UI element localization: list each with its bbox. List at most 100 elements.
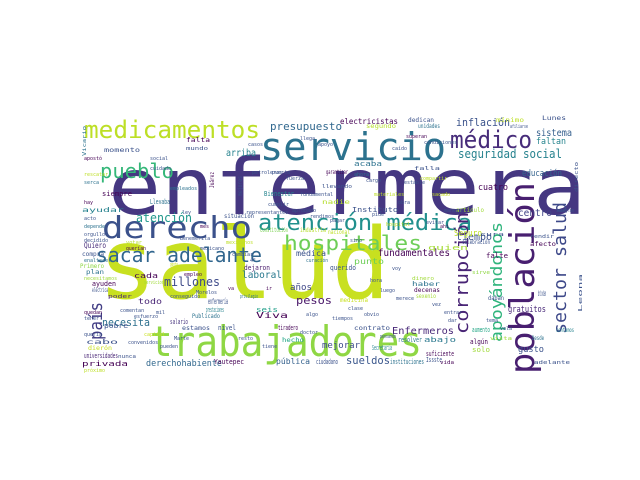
word-hecho: tiradero <box>278 324 298 332</box>
word-pr-ximo: próximo <box>84 367 105 374</box>
word-contamos: medicina <box>340 297 368 304</box>
word-anos: años <box>290 283 312 293</box>
word-obvio: obvio <box>364 312 379 318</box>
word-salario: Viva <box>256 311 288 320</box>
word-aposto: sirve <box>472 270 490 276</box>
word-mejorar: mejorar <box>322 341 361 351</box>
word-empleados: empleados <box>170 186 197 192</box>
word-siempre: querido <box>330 264 356 272</box>
word-atencion-medica: atención médica <box>258 211 472 236</box>
word-curacion: estamos <box>182 325 210 332</box>
word-mexicanos: adelante <box>534 360 570 366</box>
word-electrica: decenas <box>414 287 440 294</box>
word-unidades: mínimo <box>496 117 524 124</box>
word-medica: ayuden <box>92 280 116 288</box>
word-bienestar: siempre <box>102 190 132 198</box>
word-pueden: pueden <box>160 344 178 350</box>
word-querido: médica <box>296 248 326 258</box>
word-hay: Desde <box>532 335 544 342</box>
word-condiciones: condiciones <box>424 140 457 146</box>
word-sector-salud: sector salud <box>550 202 571 334</box>
word-garantizar: cabo <box>86 339 119 346</box>
word-hospital: curación <box>306 257 328 264</box>
word-entrar: entrar <box>444 310 462 316</box>
word-nacional: Constitución <box>260 227 288 234</box>
word-petroleros: petroleros <box>252 170 282 176</box>
word-acto: acto <box>84 216 96 222</box>
word-petroleros: directo <box>574 162 580 192</box>
word-directo: compra <box>82 251 104 258</box>
word-nunca: mejores <box>237 176 244 196</box>
word-rescatar: rescatar <box>84 172 108 178</box>
word-rendir: nunca <box>118 354 136 360</box>
word-compartir: cura <box>480 232 504 238</box>
word-capital: capital <box>144 332 165 338</box>
word-algun: aumento <box>472 326 490 334</box>
word-fuerza: fuerza <box>286 176 304 182</box>
word-mexicanos: mexicanos <box>226 240 253 246</box>
word-obra: obra <box>398 200 410 206</box>
word-evitar: evitar <box>426 220 444 226</box>
word-issste: ciudadano <box>316 358 338 366</box>
word-hora: hora <box>370 278 382 284</box>
word-cabo: daban <box>488 295 504 302</box>
word-corrupcion: corrupción <box>452 212 473 334</box>
word-lunes: Secretaría <box>372 344 392 352</box>
word-viva: enfermería <box>208 297 228 306</box>
word-tiene: tiene <box>262 344 277 350</box>
word-llevando: mundo <box>186 146 208 152</box>
word-suficiente: instituciones <box>390 358 424 366</box>
word-morelos: Morelos <box>196 290 217 296</box>
word-rescatar: vista <box>490 336 512 342</box>
word-secretaria: abajo <box>424 336 456 344</box>
word-ayudar: unidades <box>418 123 440 130</box>
word-primero: dierón <box>88 345 112 352</box>
word-vida: eléctrica <box>92 287 108 294</box>
word-segundo: dedican <box>408 117 434 124</box>
word-doctor: doctor <box>300 330 318 336</box>
word-brindan: servicios <box>144 280 164 286</box>
word-fundamentales: fundamentales <box>378 248 450 259</box>
word-hospitales: hospitales <box>284 231 422 255</box>
word-marte: Marte <box>174 336 189 342</box>
word-necesita: necesita <box>102 316 150 329</box>
word-cumplir: cumplir <box>268 202 289 208</box>
word-merece: merece <box>396 296 414 302</box>
word-pais: país <box>86 302 107 340</box>
word-representantes: representantes <box>246 210 288 216</box>
word-gusto: gusto <box>518 345 544 355</box>
word-enfermera: enfermera <box>108 143 586 233</box>
word-medicamentos: medicamentos <box>84 116 260 144</box>
word-servicio: servicio <box>260 125 446 169</box>
word-poder: contamos <box>556 327 574 334</box>
word-centro: centro <box>518 208 552 219</box>
word-ca-do: caído <box>392 145 407 152</box>
word-pobre: todo <box>138 297 162 306</box>
word-puerta: puerta <box>272 170 290 176</box>
word-rendimos: rendimos <box>310 214 334 220</box>
word-empleo: empleo <box>184 272 202 278</box>
word-apost-: apostó <box>84 155 102 162</box>
word-conseguido: conseguido <box>170 294 200 300</box>
word-proximo: garantizar <box>326 169 348 176</box>
word-acaba: Llevaba <box>150 198 170 206</box>
word-fundamental: fundamental <box>300 192 333 198</box>
word-enaltecer: enaltecer <box>84 258 111 264</box>
word-momento: poder <box>108 294 132 300</box>
word-materiales: materiales <box>374 192 404 198</box>
word-depende: depende <box>84 224 105 230</box>
word-sino: sino <box>350 238 362 244</box>
word-apoyo: apoyo <box>318 142 333 148</box>
word-mexicano: mexicano <box>200 246 224 252</box>
word-hospital: hospital <box>386 222 410 228</box>
word-arriba: arriba <box>226 148 256 159</box>
word-juarez: privilegio <box>240 294 258 300</box>
word-faltan: faltan <box>536 137 566 147</box>
word-trabajadores: trabajadores <box>150 317 422 366</box>
word-instituto: Bienestar <box>264 190 294 198</box>
word-social: integran <box>556 208 574 214</box>
word-privada: resolver <box>398 336 422 344</box>
word-decidido: decidido <box>84 238 108 244</box>
word-seguridad-social: seguridad social <box>458 147 562 161</box>
word-llega: llega <box>300 136 315 142</box>
